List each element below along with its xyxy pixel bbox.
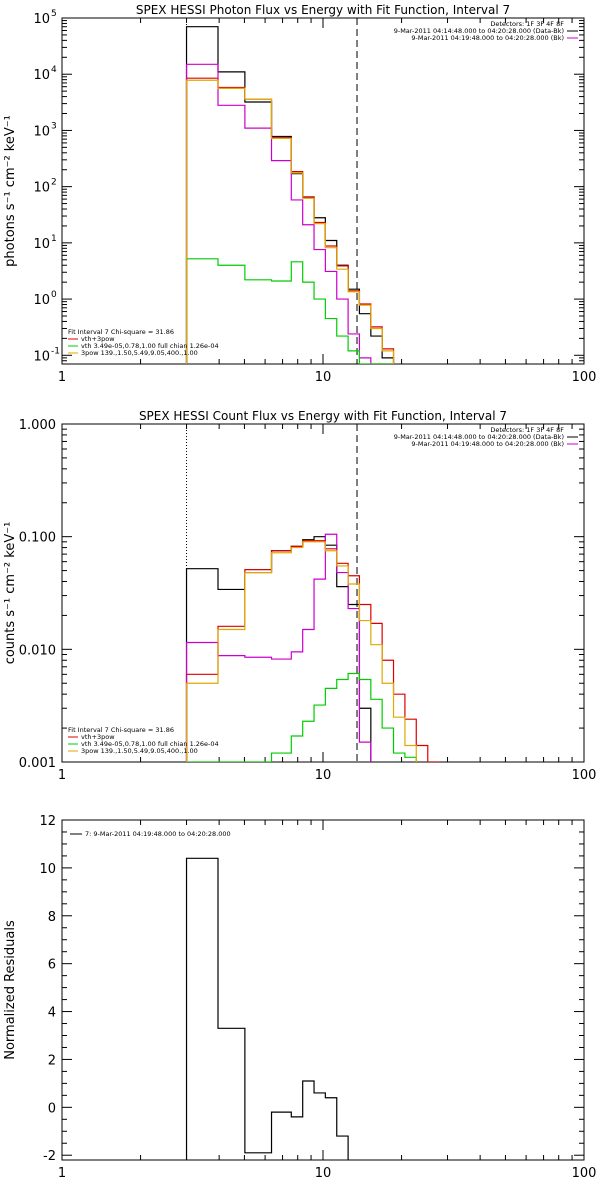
- y-tick-label-exponent: 5: [51, 9, 57, 19]
- legend-top-left-entry: 7: 9-Mar-2011 04:19:48.000 to 04:20:28.0…: [85, 830, 231, 838]
- legend-top-right-entry: 9-Mar-2011 04:19:48.000 to 04:20:28.000 …: [411, 440, 564, 448]
- x-tick-label: 1: [58, 1166, 66, 1181]
- series-vth-3pow-line: [185, 77, 395, 364]
- legend-bottom-left-entry: vth 3.49e-05,0.78,1.00 full chian 1.26e-…: [81, 342, 219, 350]
- legend-top-right-entry: Detectors: 1F 3F 4F 8F: [490, 426, 564, 434]
- x-tick-label: 100: [572, 1166, 597, 1181]
- y-tick-label: 1.000: [19, 418, 56, 433]
- y-tick-label-exponent: -1: [51, 346, 60, 356]
- y-tick-label-exponent: 3: [51, 121, 57, 131]
- series-bk-line: [185, 533, 372, 762]
- y-axis-label: photons s⁻¹ cm⁻² keV⁻¹: [3, 115, 18, 267]
- legend-bottom-left-entry: vth+3pow: [81, 335, 115, 343]
- series-vth-3pow-line: [185, 540, 440, 762]
- chart-title: SPEX HESSI Count Flux vs Energy with Fit…: [139, 409, 507, 423]
- series-data-bk-line: [185, 536, 372, 762]
- y-tick-label-base: 10: [33, 12, 50, 27]
- y-tick-label-base: 10: [33, 124, 50, 139]
- series-residuals-line: [185, 857, 349, 1160]
- y-tick-label: 0.010: [19, 643, 56, 658]
- legend-top-right-entry: 9-Mar-2011 04:14:48.000 to 04:20:28.000 …: [394, 433, 564, 441]
- y-tick-label-exponent: 1: [51, 234, 57, 244]
- x-tick-label: 100: [572, 370, 597, 385]
- y-tick-label-exponent: 2: [51, 178, 57, 188]
- legend-bottom-left-entry: 3pow 139.,1.50,5.49,9.05,400.,1.00: [81, 349, 198, 357]
- y-tick-label: 2: [48, 1053, 56, 1068]
- y-tick-label-base: 10: [33, 181, 50, 196]
- x-tick-label: 100: [572, 768, 597, 783]
- plot-frame: [61, 819, 585, 1161]
- y-tick-label: 0: [48, 1101, 56, 1116]
- y-axis-label: Normalized Residuals: [3, 920, 18, 1060]
- y-tick-label: -2: [43, 1149, 56, 1164]
- y-tick-label: 8: [48, 910, 56, 925]
- legend-bottom-left-entry: vth 3.49e-05,0.78,1.00 full chian 1.26e-…: [81, 740, 219, 748]
- y-tick-label: 4: [48, 1006, 56, 1021]
- legend-bottom-left-entry: Fit Interval 7 Chi-square = 31.86: [68, 726, 174, 734]
- y-tick-label-base: 10: [33, 293, 50, 308]
- y-tick-label: 10: [39, 862, 56, 877]
- x-tick-label: 10: [315, 768, 332, 783]
- y-tick-label-exponent: 0: [51, 290, 57, 300]
- y-axis-label: counts s⁻¹ cm⁻² keV⁻¹: [3, 522, 18, 665]
- legend-bottom-left-entry: Fit Interval 7 Chi-square = 31.86: [68, 328, 174, 336]
- chart-title: SPEX HESSI Photon Flux vs Energy with Fi…: [136, 3, 510, 17]
- series-3pow-line: [185, 541, 417, 762]
- plot-frame: [61, 17, 585, 365]
- y-tick-label-exponent: 4: [51, 65, 57, 75]
- x-tick-label: 10: [315, 370, 332, 385]
- legend-bottom-left-entry: vth+3pow: [81, 733, 115, 741]
- y-tick-label-base: 10: [33, 237, 50, 252]
- series-vth-line: [186, 672, 417, 762]
- y-tick-label: 6: [48, 958, 56, 973]
- series-3pow-line: [185, 79, 395, 364]
- legend-bottom-left-entry: 3pow 139.,1.50,5.49,9.05,400.,1.00: [81, 747, 198, 755]
- x-tick-label: 1: [58, 768, 66, 783]
- y-tick-label: 0.001: [19, 756, 56, 771]
- x-tick-label: 10: [315, 1166, 332, 1181]
- x-tick-label: 1: [58, 370, 66, 385]
- plot-frame: [61, 423, 585, 763]
- legend-top-right-entry: Detectors: 1F 3F 4F 8F: [490, 20, 564, 28]
- y-tick-label-base: 10: [33, 68, 50, 83]
- y-tick-label: 12: [39, 814, 56, 829]
- legend-top-right-entry: 9-Mar-2011 04:19:48.000 to 04:20:28.000 …: [411, 34, 564, 42]
- y-tick-label-base: 10: [33, 349, 50, 364]
- legend-top-right-entry: 9-Mar-2011 04:14:48.000 to 04:20:28.000 …: [394, 27, 564, 35]
- series-vth-line: [185, 258, 394, 364]
- y-tick-label: 0.100: [19, 531, 56, 546]
- series-bk-line: [185, 63, 394, 364]
